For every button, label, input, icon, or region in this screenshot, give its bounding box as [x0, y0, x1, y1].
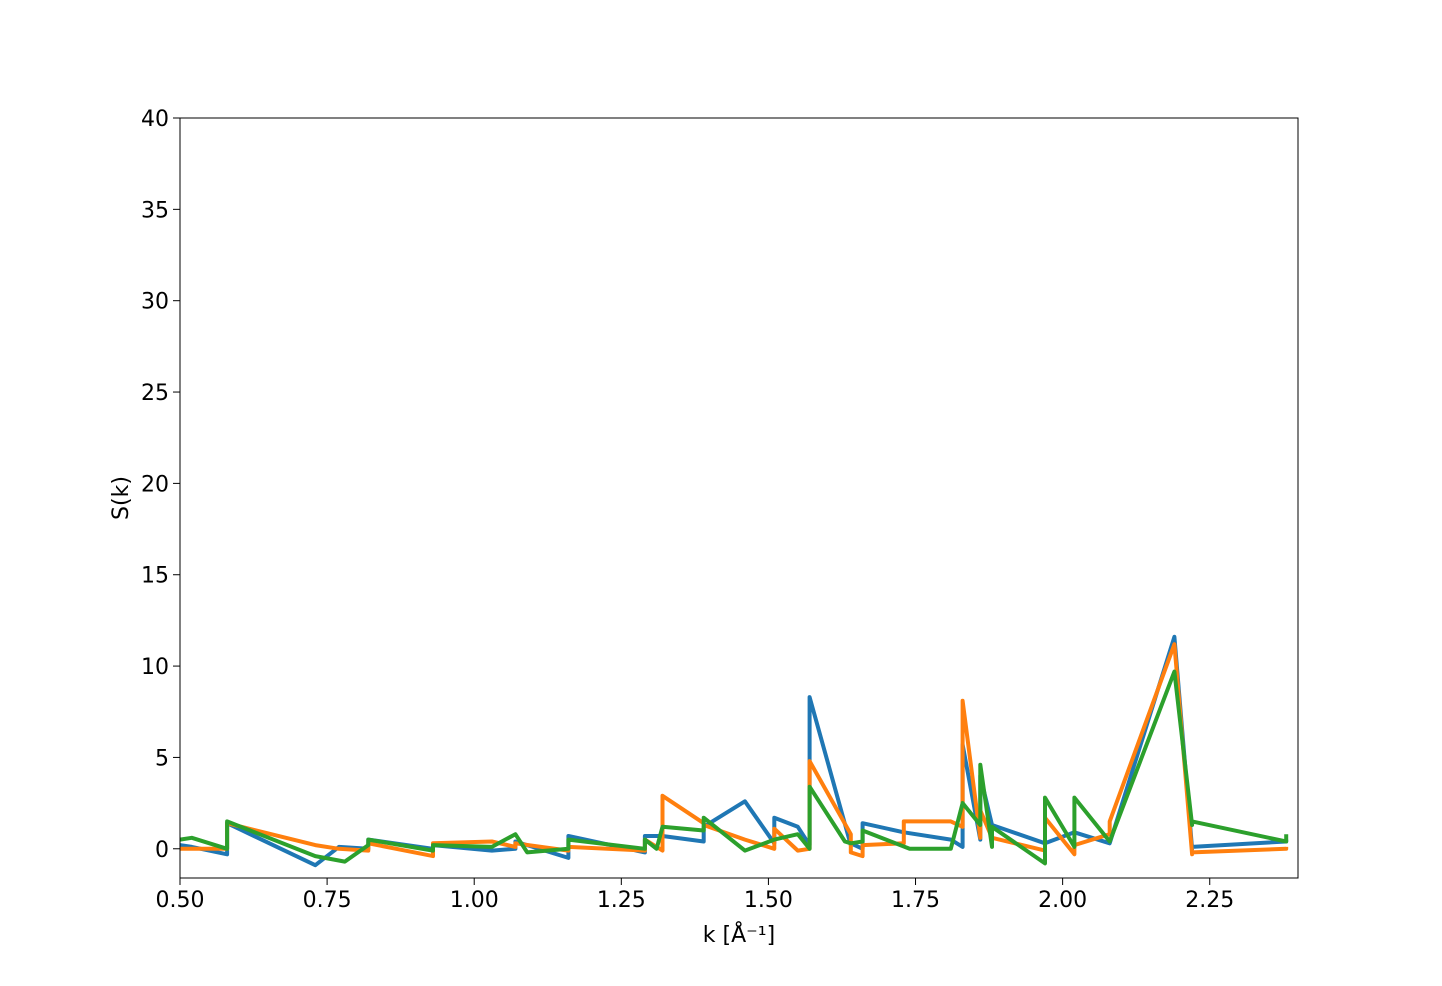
y-axis-label: S(k)	[109, 476, 134, 520]
y-tick-label: 25	[141, 381, 169, 406]
x-tick-label: 2.00	[1038, 888, 1087, 913]
x-tick-label: 2.25	[1185, 888, 1234, 913]
series-line-1	[179, 634, 1289, 868]
x-tick-label: 1.75	[891, 888, 940, 913]
y-tick-label: 15	[141, 564, 169, 589]
x-tick-label: 0.50	[156, 888, 205, 913]
y-tick-label: 30	[141, 290, 169, 315]
x-tick-label: 1.50	[744, 888, 793, 913]
x-tick-label: 1.00	[450, 888, 499, 913]
y-tick-label: 0	[155, 838, 169, 863]
x-tick-label: 1.25	[597, 888, 646, 913]
series-line-2	[180, 642, 1289, 859]
x-axis-label: k [Å⁻¹]	[703, 921, 775, 948]
plot-series	[179, 634, 1289, 868]
y-tick-label: 40	[141, 107, 169, 132]
x-tick-label: 0.75	[303, 888, 352, 913]
x-axis: 0.50 0.75 1.00 1.25 1.50 1.75 2.00 2.25	[156, 878, 1234, 913]
y-tick-label: 20	[141, 472, 169, 497]
y-tick-label: 35	[141, 198, 169, 223]
series-line-3	[179, 669, 1289, 866]
y-tick-label: 5	[155, 746, 169, 771]
y-tick-label: 10	[141, 655, 169, 680]
y-axis: 0 5 10 15 20 25 30 35 40	[141, 107, 180, 863]
plot-frame	[179, 117, 1299, 879]
